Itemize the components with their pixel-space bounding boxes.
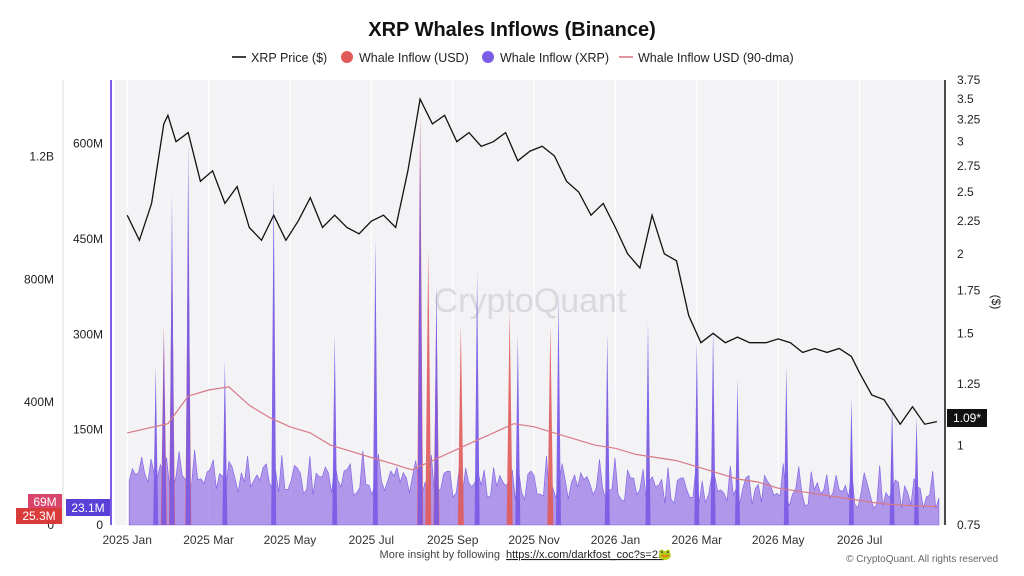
x-axis-ticks: 2025 Jan 2025 Mar 2025 May 2025 Jul 2025 Sep… — [103, 533, 883, 547]
xrp-spike-18 — [783, 366, 789, 525]
xrp-spike-5 — [271, 181, 277, 525]
right-axis-ticks: 0.75 1 1.25 1.5 1.75 2 2.25 2.5 2.75 3 3.25 3.5 3.75 — [957, 73, 981, 532]
current-usd-badges: 69M 25.3M — [16, 494, 62, 524]
xrp-spike-0 — [153, 366, 159, 525]
xrp-tick-0: 0 — [96, 518, 103, 532]
xrp-spike-9 — [433, 283, 439, 525]
badge-price — [947, 409, 987, 427]
legend-item-2[interactable]: Whale Inflow (XRP) — [500, 51, 609, 65]
xrp-spike-17 — [735, 378, 740, 525]
xrp-tick-1: 150M — [73, 423, 103, 437]
badge-69m-text: 69M — [33, 495, 56, 509]
legend-marker-1 — [341, 51, 353, 63]
price-tick-3: 1.5 — [957, 326, 974, 340]
price-tick-7: 2.5 — [957, 185, 974, 199]
x-tick-3: 2025 Jul — [349, 533, 394, 547]
price-tick-0: 0.75 — [957, 518, 981, 532]
badge-23m — [66, 499, 110, 516]
frog-icon: 🐸 — [658, 548, 672, 561]
x-tick-4: 2025 Sep — [427, 533, 479, 547]
legend-item-0[interactable]: XRP Price ($) — [251, 51, 327, 65]
usd-tick-1: 400M — [24, 395, 54, 409]
usd-spike-4 — [425, 248, 432, 526]
xrp-spike-4 — [222, 359, 228, 525]
x-tick-0: 2025 Jan — [103, 533, 152, 547]
xrp-spike-1 — [161, 334, 167, 525]
xrp-spike-16 — [710, 327, 716, 525]
xrp-spike-19 — [848, 397, 854, 525]
usd-spike-8 — [547, 325, 554, 525]
price-tick-12: 3.75 — [957, 73, 981, 87]
x-tick-5: 2025 Nov — [508, 533, 559, 547]
xrp-spike-7 — [372, 238, 378, 525]
dma-90-line — [127, 386, 937, 508]
usd-tick-2: 800M — [24, 272, 54, 286]
badge-25m-text: 25.3M — [22, 509, 55, 523]
current-xrp-badge: 23.1M — [66, 499, 110, 516]
usd-spike-6 — [457, 325, 464, 525]
price-tick-10: 3.25 — [957, 113, 981, 127]
xrp-tick-4: 600M — [73, 137, 103, 151]
xrp-tick-2: 300M — [73, 327, 103, 341]
right-axis-label: ($) — [989, 295, 1003, 310]
watermark: CryptoQuant — [434, 282, 627, 320]
current-price-badge: 1.09* — [947, 409, 987, 427]
xrp-spike-2 — [169, 194, 175, 525]
x-tick-8: 2026 May — [752, 533, 805, 547]
xrp-spike-10 — [474, 270, 480, 525]
legend[interactable]: XRP Price ($) Whale Inflow (USD) Whale Inf… — [232, 51, 794, 65]
xrp-spike-13 — [604, 334, 610, 525]
footer-link[interactable]: https://x.com/darkfost_coc?s=21 — [506, 549, 664, 561]
footer-text: More insight by following — [380, 549, 500, 561]
left-axis-xrp-ticks: 0 150M 300M 450M 600M — [73, 137, 103, 532]
usd-spike-7 — [506, 310, 513, 525]
price-tick-2: 1.25 — [957, 377, 981, 391]
price-tick-4: 1.75 — [957, 284, 981, 298]
x-tick-7: 2026 Mar — [671, 533, 722, 547]
price-tick-11: 3.5 — [957, 92, 974, 106]
left-axis-usd-ticks: 0 400M 800M 1.2B — [24, 150, 54, 532]
price-tick-6: 2.25 — [957, 214, 981, 228]
price-tick-1: 1 — [957, 438, 964, 452]
badge-25m — [16, 508, 62, 524]
x-tick-9: 2026 Jul — [837, 533, 882, 547]
price-tick-9: 3 — [957, 135, 964, 149]
xrp-spike-12 — [555, 296, 561, 525]
badge-23m-text: 23.1M — [71, 501, 104, 515]
legend-item-1[interactable]: Whale Inflow (USD) — [359, 51, 469, 65]
x-tick-2: 2025 May — [264, 533, 317, 547]
legend-item-3[interactable]: Whale Inflow USD (90-dma) — [638, 51, 794, 65]
xrp-spike-21 — [914, 416, 920, 525]
xrp-spike-3 — [185, 143, 191, 526]
xrp-spike-6 — [332, 334, 338, 525]
plot-area — [115, 80, 945, 525]
chart-title: XRP Whales Inflows (Binance) — [368, 19, 655, 41]
x-tick-6: 2026 Jan — [591, 533, 640, 547]
x-tick-1: 2025 Mar — [183, 533, 234, 547]
badge-price-text: 1.09* — [953, 411, 981, 425]
xrp-spike-15 — [694, 340, 700, 525]
price-tick-5: 2 — [957, 247, 964, 261]
xrp-spike-8 — [417, 130, 423, 525]
usd-tick-3: 1.2B — [29, 150, 54, 164]
xrp-tick-3: 450M — [73, 232, 103, 246]
xrp-spike-14 — [645, 321, 651, 525]
xrp-spike-11 — [515, 334, 521, 525]
xrp-spike-20 — [889, 404, 895, 525]
copyright: © CryptoQuant. All rights reserved — [846, 554, 998, 565]
badge-69m — [28, 494, 62, 509]
price-tick-8: 2.75 — [957, 159, 981, 173]
legend-marker-2 — [482, 51, 494, 63]
xrp-price-line — [126, 97, 938, 426]
inflow-xrp-spikes — [153, 130, 920, 526]
usd-tick-0: 0 — [47, 518, 54, 532]
